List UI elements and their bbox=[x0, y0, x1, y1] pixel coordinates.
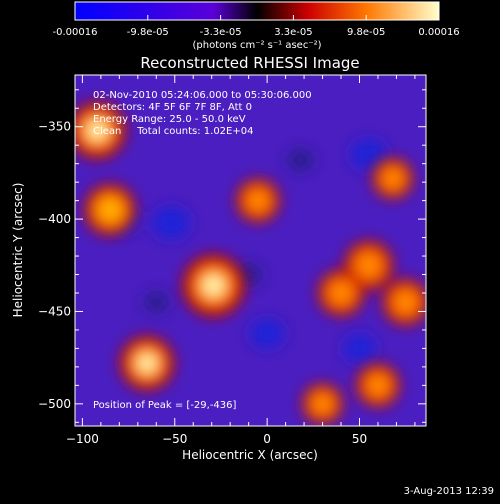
bright-source bbox=[235, 178, 281, 223]
chart-title: Reconstructed RHESSI Image bbox=[140, 54, 359, 72]
colorbar-tick-label: 0.00016 bbox=[418, 27, 459, 38]
x-axis: −100 −50 0 50 bbox=[66, 75, 416, 446]
bright-source bbox=[381, 278, 426, 326]
dark-source bbox=[250, 319, 284, 348]
x-axis-label: Heliocentric X (arcsec) bbox=[182, 448, 318, 462]
info-line-time: 02-Nov-2010 05:24:06.000 to 05:30:06.000 bbox=[93, 90, 312, 101]
colorbar-ticks: -0.00016 -9.8e-05 -3.3e-05 3.3e-05 9.8e-05 0.… bbox=[53, 15, 460, 38]
footer-timestamp: 3-Aug-2013 12:39 bbox=[404, 486, 494, 497]
colorbar-tick-label: -3.3e-05 bbox=[200, 27, 242, 38]
info-line-energy: Energy Range: 25.0 - 50.0 keV bbox=[93, 114, 246, 125]
x-tick-label: 0 bbox=[263, 432, 271, 446]
y-tick-label: −350 bbox=[38, 120, 71, 134]
bright-source bbox=[301, 382, 344, 425]
dark-source bbox=[143, 291, 169, 313]
y-axis: −350 −400 −450 −500 bbox=[38, 89, 426, 423]
bright-source bbox=[181, 253, 246, 318]
y-tick-label: −450 bbox=[38, 304, 71, 318]
x-tick-label: 50 bbox=[352, 432, 367, 446]
dark-source bbox=[343, 334, 376, 362]
colorbar-units-label: (photons cm⁻² s⁻¹ asec⁻²) bbox=[192, 40, 321, 51]
plot-area bbox=[75, 75, 426, 426]
y-tick-label: −500 bbox=[38, 397, 71, 411]
colorbar-tick-label: 9.8e-05 bbox=[347, 27, 385, 38]
colorbar-tick-label: -9.8e-05 bbox=[127, 27, 169, 38]
x-tick-label: −50 bbox=[162, 432, 187, 446]
bright-source bbox=[75, 101, 127, 160]
bright-source bbox=[371, 157, 414, 200]
y-axis-label: Heliocentric Y (arcsec) bbox=[11, 183, 25, 318]
bright-source bbox=[119, 335, 175, 392]
colorbar-gradient bbox=[74, 1, 440, 21]
dark-source bbox=[287, 148, 314, 172]
info-text: 02-Nov-2010 05:24:06.000 to 05:30:06.000… bbox=[93, 90, 312, 137]
bright-source bbox=[83, 183, 137, 237]
info-line-clean: Clean Total counts: 1.02E+04 bbox=[93, 126, 253, 137]
colorbar-tick-label: -0.00016 bbox=[53, 27, 98, 38]
colorbar: -0.00016 -9.8e-05 -3.3e-05 3.3e-05 9.8e-05 0.… bbox=[53, 1, 460, 51]
info-line-detectors: Detectors: 4F 5F 6F 7F 8F, Att 0 bbox=[93, 102, 252, 113]
x-tick-label: −100 bbox=[66, 432, 99, 446]
bright-sources bbox=[75, 101, 426, 425]
colorbar-tick-label: 3.3e-05 bbox=[274, 27, 312, 38]
dark-source bbox=[152, 207, 190, 239]
plot-frame bbox=[74, 74, 427, 427]
bright-source bbox=[355, 362, 401, 408]
y-tick-label: −400 bbox=[38, 212, 71, 226]
bright-source bbox=[317, 269, 365, 317]
peak-position-label: Position of Peak = [-29,-436] bbox=[93, 400, 237, 411]
dark-source bbox=[351, 139, 387, 170]
